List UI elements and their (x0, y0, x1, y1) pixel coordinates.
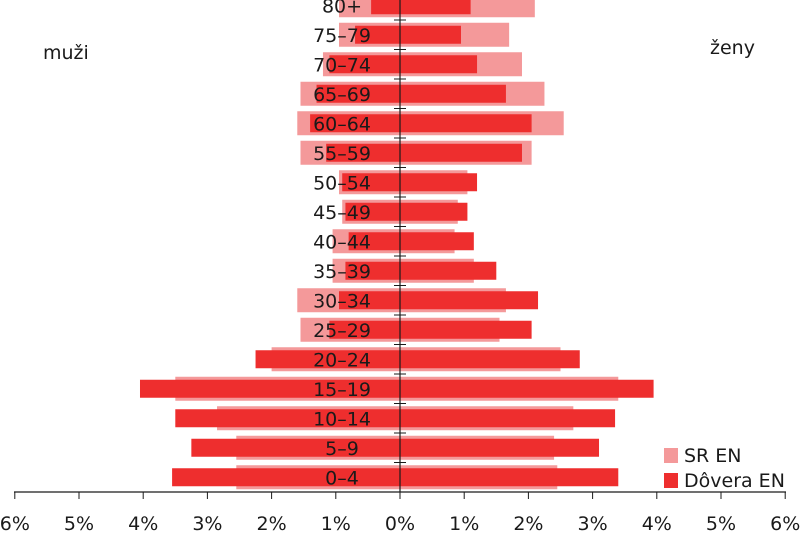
age-label-4: 20–24 (313, 349, 371, 371)
series-dovera-en-bars (139, 0, 654, 487)
bar-dovera-en-female-4 (400, 350, 580, 369)
right-side-label: ženy (710, 37, 755, 59)
x-tick-label-0: 6% (0, 513, 30, 535)
age-label-3: 15–19 (313, 379, 371, 401)
legend-label-dovera-en: Dôvera EN (684, 470, 785, 492)
bar-dovera-en-male-15 (355, 25, 400, 44)
bar-dovera-en-female-13 (400, 84, 506, 103)
bar-dovera-en-female-10 (400, 173, 478, 192)
legend-label-sr-en: SR EN (684, 445, 742, 467)
x-tick-label-4: 2% (257, 513, 287, 535)
bar-dovera-en-female-11 (400, 143, 522, 162)
age-label-14: 70–74 (313, 54, 371, 76)
x-tick-label-10: 4% (642, 513, 672, 535)
bar-dovera-en-female-2 (400, 409, 616, 428)
x-tick-label-5: 1% (321, 513, 351, 535)
axes (14, 0, 786, 499)
bar-dovera-en-female-15 (400, 25, 461, 44)
bar-dovera-en-male-14 (329, 55, 400, 74)
bar-dovera-en-female-7 (400, 261, 497, 280)
bar-dovera-en-male-10 (342, 173, 400, 192)
x-tick-labels: 6% 5% 4% 3% 2% 1% 0% 1% 2% 3% 4% 5% 6% (0, 513, 800, 535)
x-tick-label-1: 5% (64, 513, 94, 535)
age-label-12: 60–64 (313, 113, 371, 135)
legend-swatch-dovera-en (664, 473, 678, 488)
age-label-15: 75–79 (313, 25, 371, 47)
bar-dovera-en-male-7 (345, 261, 400, 280)
bar-dovera-en-female-6 (400, 291, 539, 310)
age-label-10: 50–54 (313, 172, 371, 194)
x-tick-label-12: 6% (770, 513, 800, 535)
age-label-16: 80+ (322, 0, 362, 17)
x-tick-label-9: 3% (578, 513, 608, 535)
x-tick-label-2: 4% (128, 513, 158, 535)
bar-dovera-en-male-16 (371, 0, 400, 15)
bar-dovera-en-male-12 (310, 114, 400, 133)
bar-dovera-en-female-16 (400, 0, 471, 15)
bar-dovera-en-female-1 (400, 438, 600, 457)
x-tick-label-7: 1% (449, 513, 479, 535)
bar-dovera-en-male-1 (191, 438, 400, 457)
age-label-2: 10–14 (313, 408, 371, 430)
bar-dovera-en-male-13 (316, 84, 400, 103)
x-tick-label-6: 0% (385, 513, 415, 535)
bar-dovera-en-female-8 (400, 232, 474, 251)
bar-dovera-en-male-8 (348, 232, 400, 251)
bar-dovera-en-male-2 (175, 409, 400, 428)
bar-dovera-en-male-3 (139, 379, 401, 398)
bar-dovera-en-male-9 (345, 202, 400, 221)
legend-swatch-sr-en (664, 448, 678, 463)
bar-dovera-en-female-3 (400, 379, 654, 398)
bar-dovera-en-female-12 (400, 114, 532, 133)
bar-dovera-en-female-0 (400, 468, 619, 487)
age-label-5: 25–29 (313, 320, 371, 342)
bar-dovera-en-male-5 (329, 320, 400, 339)
age-label-0: 0–4 (325, 467, 359, 489)
age-label-6: 30–34 (313, 290, 371, 312)
age-label-9: 45–49 (313, 202, 371, 224)
bar-dovera-en-male-4 (255, 350, 400, 369)
bar-dovera-en-male-0 (172, 468, 400, 487)
x-tick-label-11: 5% (706, 513, 736, 535)
x-tick-label-3: 3% (192, 513, 222, 535)
bar-dovera-en-female-9 (400, 202, 468, 221)
bar-dovera-en-female-5 (400, 320, 532, 339)
age-label-13: 65–69 (313, 84, 371, 106)
bar-dovera-en-female-14 (400, 55, 478, 74)
x-tick-label-8: 2% (513, 513, 543, 535)
age-label-1: 5–9 (325, 438, 359, 460)
bar-dovera-en-male-11 (326, 143, 400, 162)
bar-dovera-en-male-6 (339, 291, 400, 310)
left-side-label: muži (43, 42, 89, 64)
age-label-8: 40–44 (313, 231, 371, 253)
legend: SR EN Dôvera EN (664, 445, 785, 492)
age-label-7: 35–39 (313, 261, 371, 283)
age-group-labels: 0–4 5–9 10–14 15–19 20–24 25–29 30–34 35–39 40–4… (313, 0, 371, 489)
age-label-11: 55–59 (313, 143, 371, 165)
